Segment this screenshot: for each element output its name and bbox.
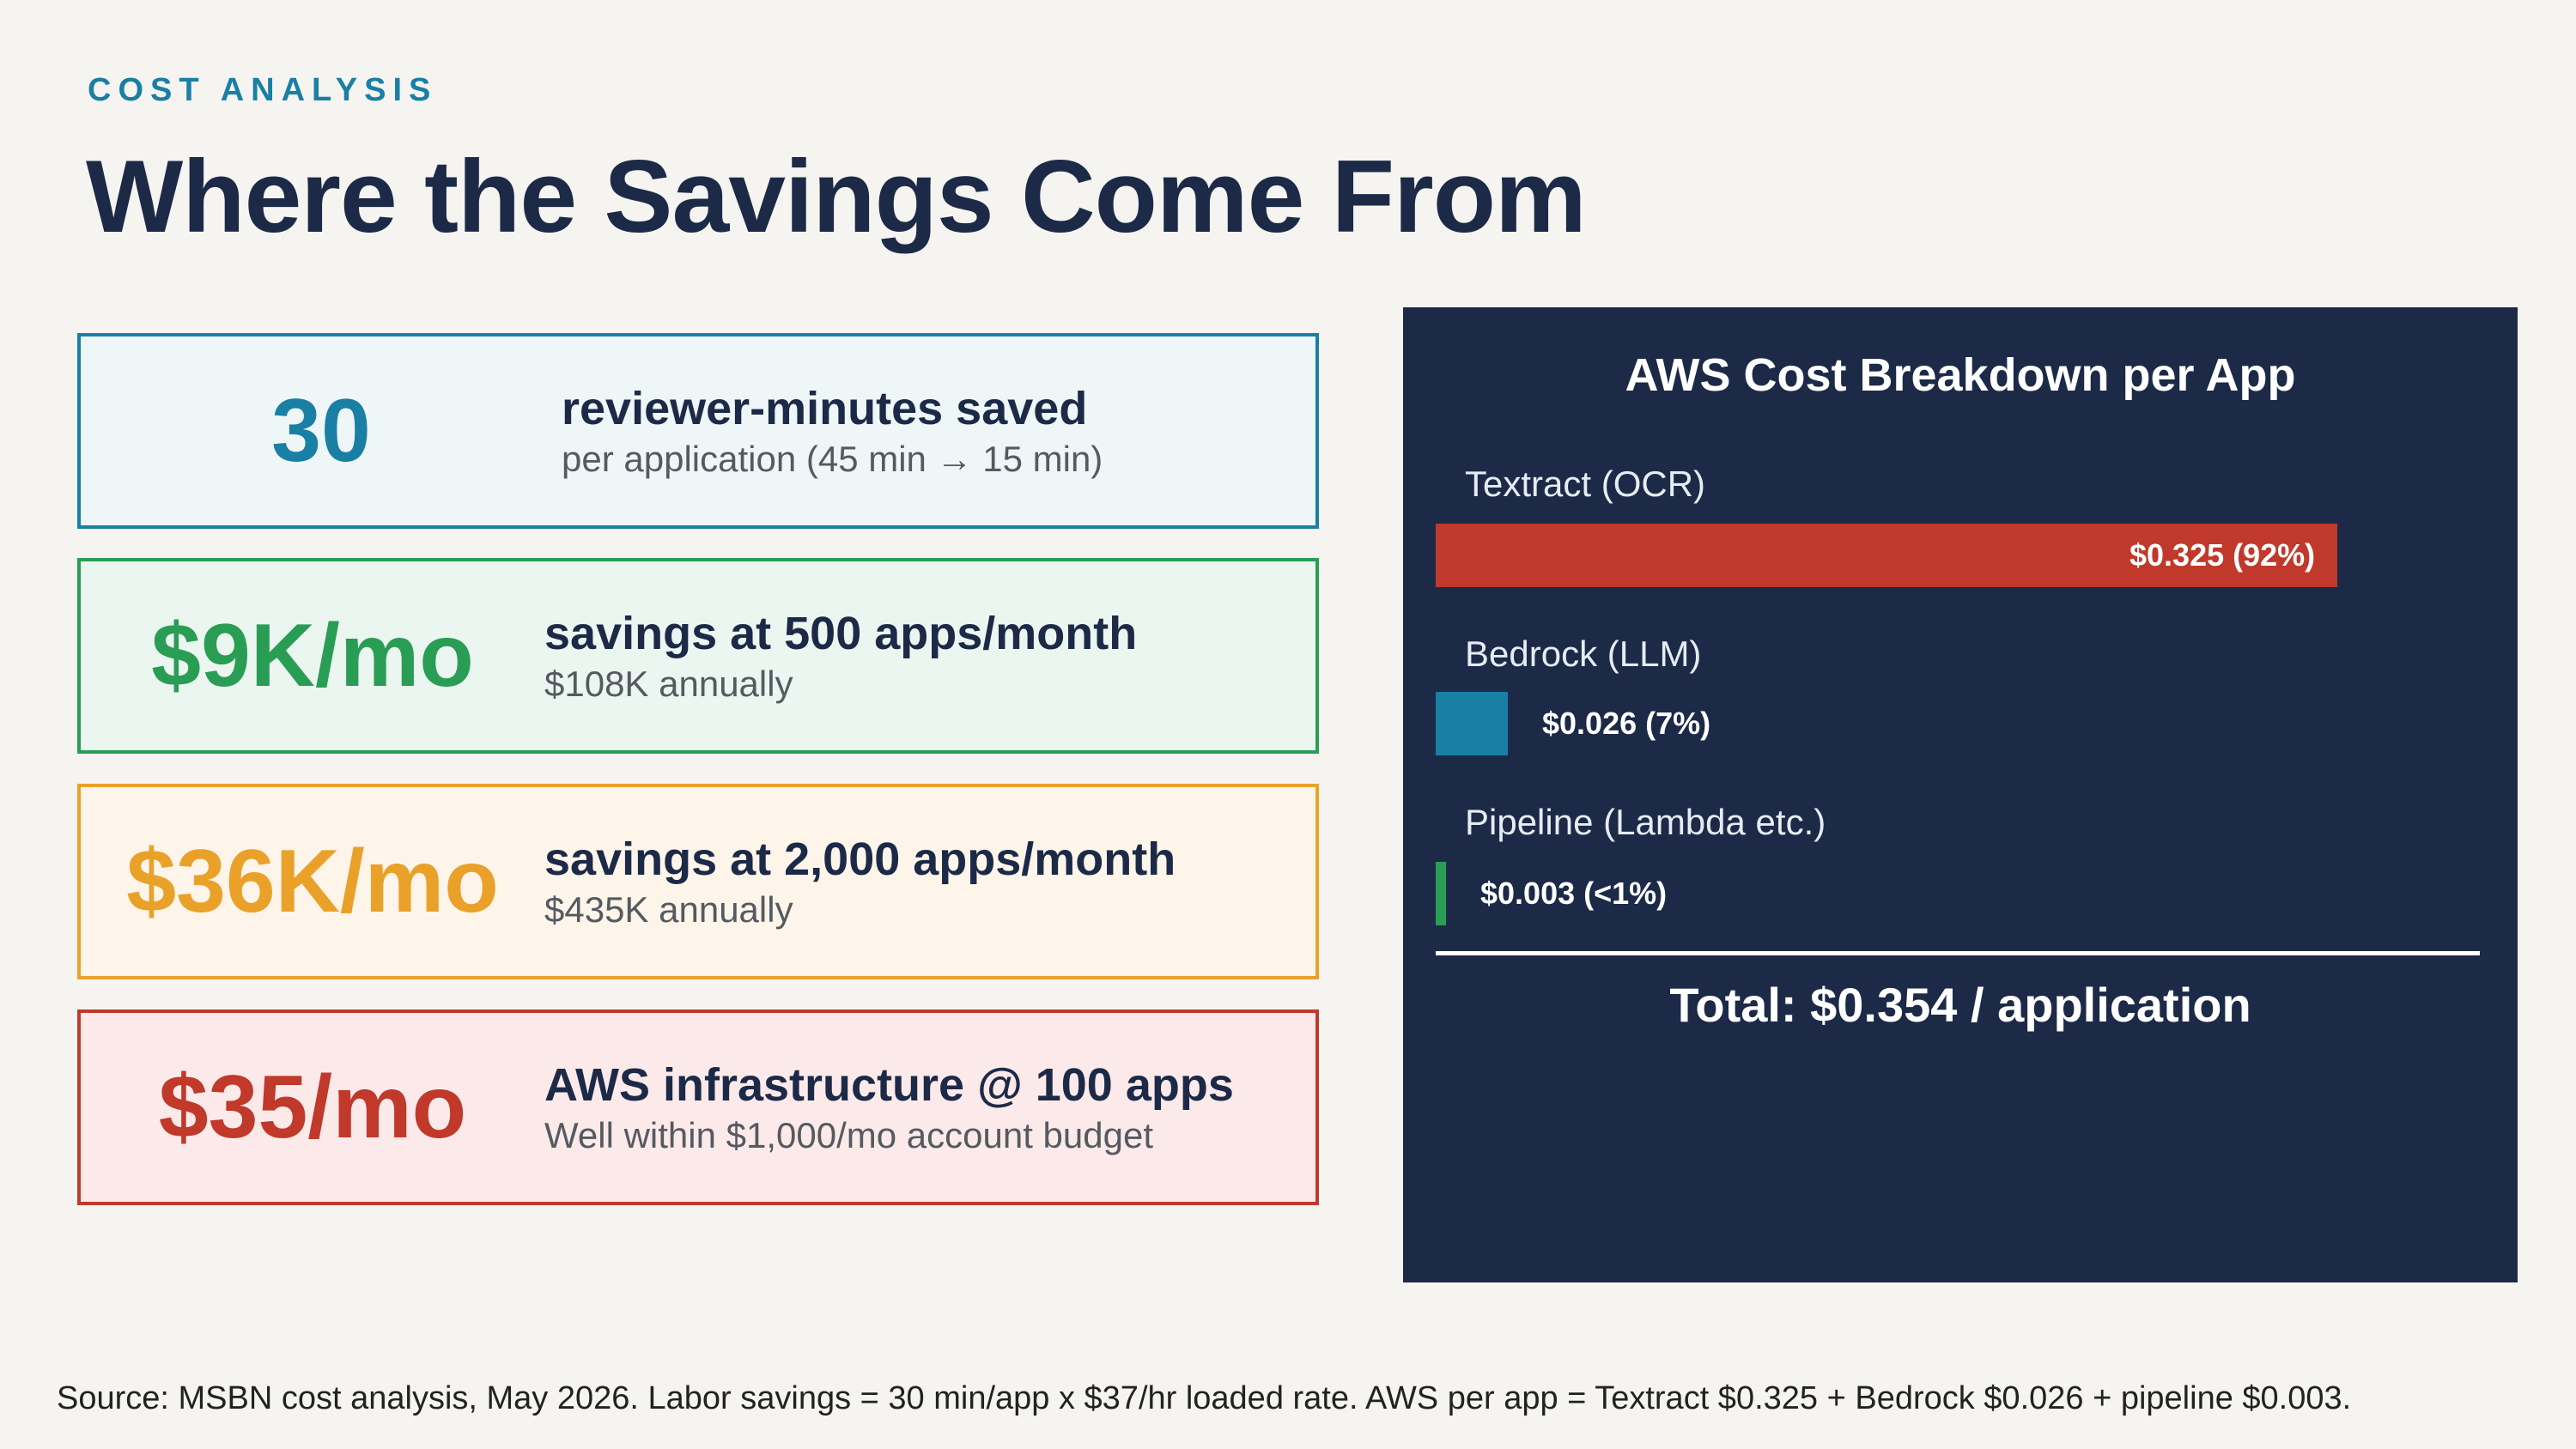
metric-headline: savings at 2,000 apps/month xyxy=(544,834,1176,885)
bar-label-bedrock: Bedrock (LLM) xyxy=(1465,634,1702,674)
metric-text: savings at 500 apps/month $108K annually xyxy=(544,607,1315,705)
metric-value: $35/mo xyxy=(158,1057,467,1157)
page-title: Where the Savings Come From xyxy=(86,139,1587,254)
metric-card-minutes-saved: 30 reviewer-minutes saved per applicatio… xyxy=(77,333,1319,529)
metric-headline: reviewer-minutes saved xyxy=(562,383,1088,434)
bar-textract xyxy=(1436,524,2337,587)
metric-card-savings-500: $9K/mo savings at 500 apps/month $108K a… xyxy=(77,558,1319,754)
chart-title: AWS Cost Breakdown per App xyxy=(1625,349,2296,401)
metric-text: reviewer-minutes saved per application (… xyxy=(562,382,1315,480)
bar-label-pipeline: Pipeline (Lambda etc.) xyxy=(1465,802,1826,842)
metric-value: $9K/mo xyxy=(151,605,474,706)
aws-cost-breakdown-chart: AWS Cost Breakdown per App Textract (OCR… xyxy=(1403,307,2518,1282)
bar-pipeline xyxy=(1436,862,1446,925)
metric-card-aws-infrastructure: $35/mo AWS infrastructure @ 100 apps Wel… xyxy=(77,1009,1319,1205)
total-divider xyxy=(1436,951,2480,955)
bar-label-textract: Textract (OCR) xyxy=(1465,464,1706,504)
metric-value: 30 xyxy=(271,380,371,481)
source-footnote: Source: MSBN cost analysis, May 2026. La… xyxy=(57,1380,2352,1416)
metric-value: $36K/mo xyxy=(126,831,499,931)
bar-bedrock xyxy=(1436,692,1508,755)
metric-card-savings-2000: $36K/mo savings at 2,000 apps/month $435… xyxy=(77,784,1319,979)
chart-total: Total: $0.354 / application xyxy=(1669,978,2251,1032)
bar-value-bedrock: $0.026 (7%) xyxy=(1542,706,1711,741)
metric-text: savings at 2,000 apps/month $435K annual… xyxy=(544,833,1315,931)
metric-detail: Well within $1,000/mo account budget xyxy=(544,1115,1153,1155)
bar-value-pipeline: $0.003 (<1%) xyxy=(1480,876,1668,911)
metric-detail: $435K annually xyxy=(544,889,793,930)
bar-value-textract: $0.325 (92%) xyxy=(2129,537,2316,573)
section-eyebrow: COST ANALYSIS xyxy=(88,72,438,108)
metric-detail: $108K annually xyxy=(544,664,793,704)
metric-headline: AWS infrastructure @ 100 apps xyxy=(544,1059,1234,1111)
metric-text: AWS infrastructure @ 100 apps Well withi… xyxy=(544,1058,1315,1156)
metric-headline: savings at 500 apps/month xyxy=(544,608,1138,659)
metric-detail: per application (45 min → 15 min) xyxy=(562,439,1103,479)
